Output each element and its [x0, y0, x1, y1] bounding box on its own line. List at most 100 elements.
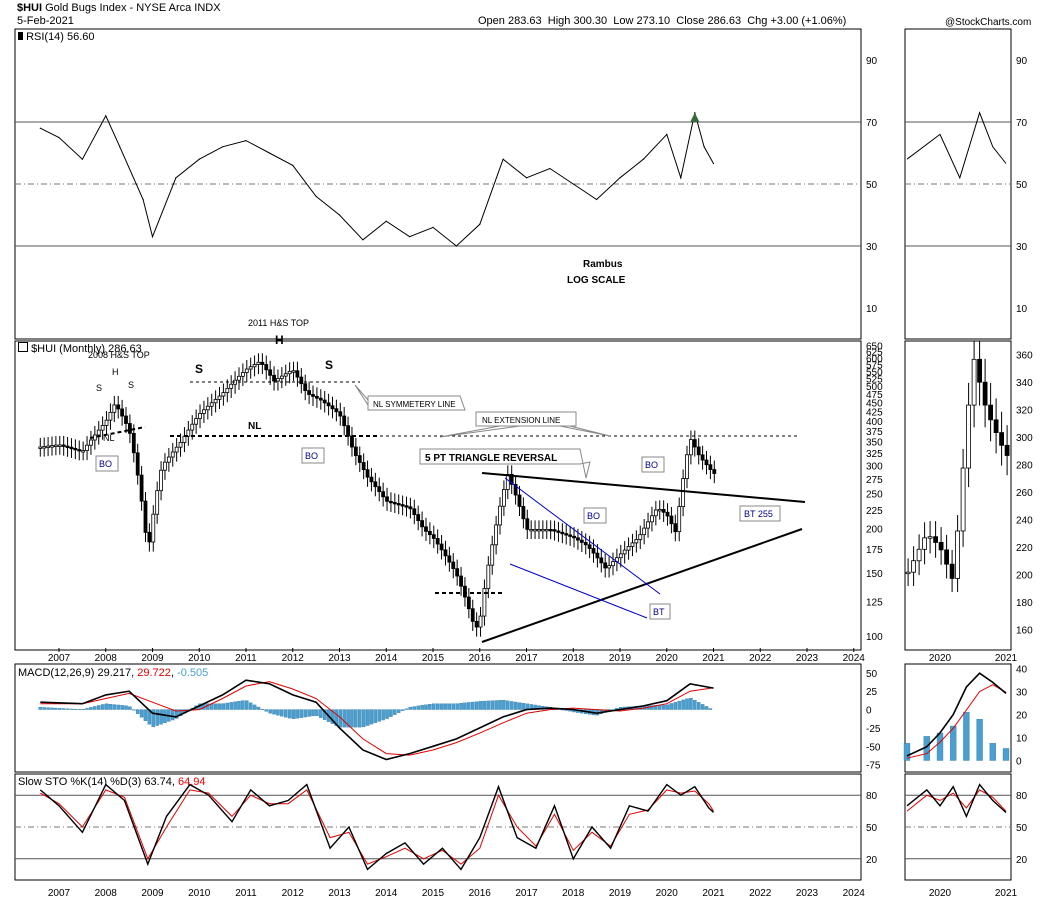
macd-hist-bar	[381, 709, 385, 721]
macd-hist-bar	[217, 703, 222, 710]
sto-year-2008: 2008	[95, 888, 118, 899]
price-candle	[420, 520, 424, 528]
price-candle	[85, 444, 89, 451]
wedge-bottom-line	[509, 563, 648, 619]
side-macd-tick-20: 20	[1016, 711, 1028, 722]
price-candle	[260, 361, 265, 365]
macd-hist-bar	[291, 709, 296, 719]
rsi-line	[40, 112, 714, 247]
price-candle	[618, 553, 623, 559]
price-candle	[283, 373, 288, 377]
macd-tick-25: 25	[866, 687, 878, 698]
rsi-point	[151, 236, 154, 238]
legend-swatch-rsi	[18, 32, 23, 40]
macd-hist-bar	[693, 700, 697, 710]
side-price-candle	[982, 381, 988, 406]
rsi-point	[455, 245, 457, 247]
macd-line	[40, 679, 714, 761]
price-tick-475: 475	[866, 390, 883, 401]
side-price-candle	[977, 358, 982, 383]
price-tick-175: 175	[866, 545, 883, 556]
macd-hist-bar	[280, 709, 284, 717]
price-candle	[291, 370, 296, 373]
price-candle	[447, 555, 452, 563]
price-candle	[69, 446, 74, 450]
macd-hist-bar	[354, 709, 358, 728]
price-tick-500: 500	[866, 382, 883, 393]
price-candle	[509, 474, 514, 485]
bt255-box	[739, 505, 781, 522]
price-candle	[112, 404, 117, 413]
macd-hist-bar	[404, 708, 409, 710]
price-candle	[416, 514, 421, 521]
price-candle	[700, 454, 705, 461]
price-candle	[486, 564, 491, 589]
price-candle	[587, 544, 592, 549]
price-candle	[46, 445, 50, 448]
macd-hist-bar	[412, 706, 417, 710]
price-tick-250: 250	[866, 490, 883, 501]
macd-hist-bar	[689, 698, 693, 710]
side-macd-frame	[904, 663, 1012, 773]
sto-year-2024: 2024	[843, 888, 866, 899]
rsi-point	[39, 127, 41, 129]
macd-hist-bar	[657, 705, 662, 710]
macd-hist-bar	[467, 702, 471, 710]
price-candle	[50, 445, 54, 448]
macd-hist-bar	[100, 704, 105, 710]
macd-hist-bar	[498, 700, 502, 710]
side-sto-year-2020: 2020	[929, 888, 952, 899]
macd-hist-bar	[322, 709, 327, 720]
price-tick-625: 625	[866, 347, 883, 358]
price-tick-325: 325	[866, 449, 883, 460]
price-candle	[638, 534, 643, 540]
macd-hist-bar	[459, 703, 463, 710]
wedge-top-line	[504, 477, 661, 595]
rsi-point	[502, 158, 504, 160]
price-candle	[490, 544, 495, 566]
price-year-2010: 2010	[188, 653, 211, 664]
side-price-candle	[905, 571, 911, 575]
price-candle	[307, 390, 312, 395]
macd-hist-bar	[46, 707, 50, 710]
macd-hist-bar	[303, 709, 307, 718]
macd-hist-bar	[373, 709, 378, 723]
sto-tick-80: 80	[866, 791, 878, 802]
price-year-2011: 2011	[235, 653, 257, 664]
side-price-frame	[904, 340, 1012, 651]
price-candle	[552, 529, 557, 532]
price-candle	[357, 455, 362, 463]
price-year-2021: 2021	[702, 653, 725, 664]
price-candle	[147, 531, 152, 543]
macd-hist-bar	[428, 703, 432, 710]
price-candle	[131, 432, 136, 454]
side-price-candle	[911, 560, 916, 573]
price-candle	[350, 435, 354, 448]
macd-hist-bar	[135, 709, 140, 714]
price-candle	[318, 397, 323, 401]
price-candle	[338, 411, 343, 417]
rsi-layer	[15, 111, 1011, 247]
price-candle	[120, 408, 125, 417]
price-candle	[322, 399, 327, 404]
side-price-year-2021: 2021	[995, 653, 1018, 664]
price-candle	[221, 392, 226, 397]
side-sto-year-2021: 2021	[995, 888, 1018, 899]
nl-symmetry-text: NL SYMMETERY LINE	[373, 400, 456, 409]
macd-hist-bar	[69, 708, 74, 710]
bt-box-2019	[649, 603, 671, 620]
price-candle	[342, 415, 347, 427]
side-price-candle	[1004, 444, 1010, 456]
rsi-point	[292, 164, 294, 166]
macd-hist-bar	[237, 701, 241, 710]
side-macd-hist-bar	[976, 718, 983, 761]
rsi-tick-10: 10	[866, 304, 878, 315]
price-candle	[287, 370, 292, 375]
macd-hist-bar	[396, 709, 401, 713]
price-candle	[264, 364, 269, 371]
nl-2008-line	[89, 426, 146, 439]
price-candle	[377, 486, 382, 493]
macd-hist-bar	[361, 709, 366, 728]
price-candle	[108, 411, 113, 421]
